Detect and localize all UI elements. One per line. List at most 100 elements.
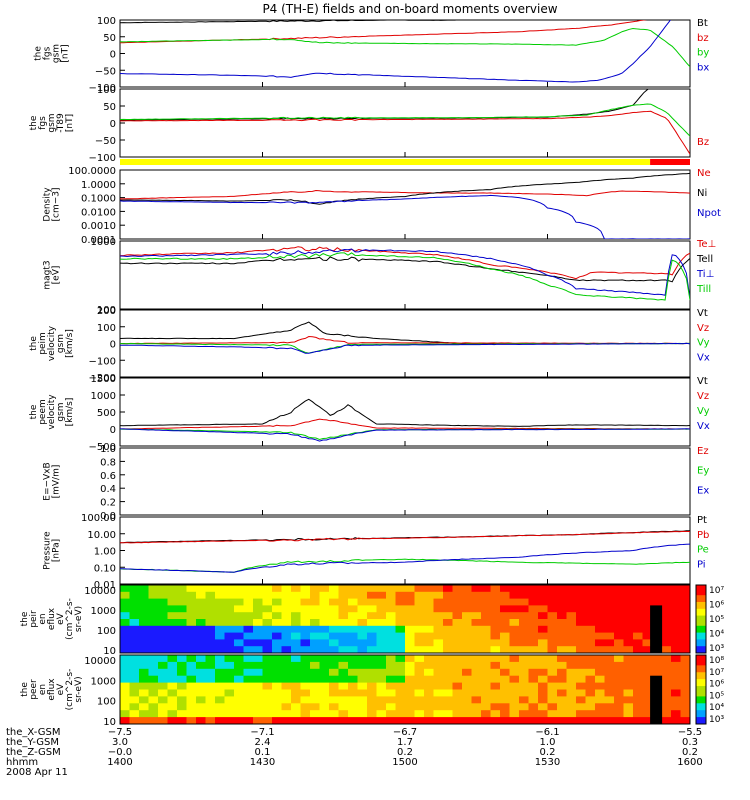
- spectrogram-cell: [291, 696, 301, 704]
- spectrogram-cell: [205, 675, 216, 684]
- spectrogram-cell: [386, 675, 396, 684]
- spectrogram-cell: [500, 710, 510, 718]
- spectrogram-cell: [224, 710, 235, 718]
- spectrogram-cell: [471, 717, 482, 725]
- spectrogram-cell: [338, 703, 349, 711]
- spectrogram-cell: [167, 655, 178, 663]
- spectrogram-cell: [680, 625, 691, 634]
- spectrogram-cell: [566, 689, 577, 697]
- colorbar-tick-label: 10⁷: [709, 668, 724, 678]
- spectrogram-cell: [557, 710, 567, 718]
- spectrogram-cell: [433, 682, 444, 690]
- spectrogram-cell: [348, 632, 358, 640]
- spectrogram-cell: [224, 655, 235, 663]
- y-axis-label-line: the: [34, 46, 44, 61]
- spectrogram-cell: [234, 612, 244, 620]
- spectrogram-cell: [500, 632, 510, 640]
- colorbar-tick-label: 10⁶: [709, 680, 724, 690]
- spectrogram-cell: [623, 598, 634, 606]
- spectrogram-cell: [443, 675, 453, 684]
- legend-label: Bz: [697, 137, 709, 148]
- spectrogram-cell: [120, 585, 130, 593]
- spectrogram-cell: [129, 612, 140, 620]
- spectrogram-cell: [348, 717, 358, 725]
- spectrogram-cell: [509, 605, 520, 613]
- y-tick-label: 0.01: [94, 580, 116, 591]
- spectrogram-cell: [376, 696, 387, 704]
- spectrogram-cell: [623, 689, 634, 697]
- spectrogram-cell: [158, 710, 168, 718]
- spectrogram-cell: [224, 646, 235, 654]
- spectrogram-cell: [376, 703, 387, 711]
- y-tick-label: 0.6: [100, 471, 116, 482]
- spectrogram-cell: [414, 710, 425, 718]
- spectrogram-cell: [243, 585, 254, 593]
- spectrogram-cell: [300, 689, 311, 697]
- y-axis-label-line: [nPa]: [52, 539, 62, 562]
- y-axis-label-line: peem: [38, 399, 48, 425]
- spectrogram-cell: [661, 655, 672, 663]
- spectrogram-cell: [177, 703, 187, 711]
- spectrogram-cell: [585, 710, 596, 718]
- spectrogram-cell: [300, 639, 311, 647]
- spectrogram-cell: [661, 632, 672, 640]
- spectrogram-cell: [224, 689, 235, 697]
- spectrogram-cell: [671, 696, 681, 704]
- spectrogram-cell: [310, 639, 320, 647]
- spectrogram-cell: [177, 710, 187, 718]
- spectrogram-cell: [680, 682, 691, 690]
- spectrogram-cell: [196, 585, 206, 593]
- spectrogram-cell: [196, 668, 206, 677]
- spectrogram-cell: [547, 619, 558, 627]
- spectrogram-cell: [329, 655, 339, 663]
- series-line-Vz: [120, 418, 690, 430]
- spectrogram-cell: [633, 619, 643, 627]
- spectrogram-cell: [367, 605, 377, 613]
- spectrogram-cell: [462, 585, 472, 593]
- spectrogram-cell: [386, 682, 396, 690]
- spectrogram-cell: [414, 585, 425, 593]
- spectrogram-cell: [348, 661, 358, 670]
- spectrogram-cell: [243, 696, 254, 704]
- spectrogram-cell: [395, 585, 406, 593]
- spectrogram-cell: [490, 639, 501, 647]
- spectrogram-cell: [471, 632, 482, 640]
- spectrogram-cell: [490, 703, 501, 711]
- spectrogram-cell: [367, 696, 377, 704]
- spectrogram-cell: [424, 612, 434, 620]
- spectrogram-cell: [661, 625, 672, 634]
- spectrogram-cell: [433, 619, 444, 627]
- spectrogram-cell: [139, 605, 149, 613]
- spectrogram-cell: [139, 585, 149, 593]
- spectrogram-cell: [424, 696, 434, 704]
- spectrogram-cell: [243, 612, 254, 620]
- spectrogram-cell: [509, 717, 520, 725]
- spectrogram-cell: [338, 717, 349, 725]
- spectrogram-cell: [405, 625, 415, 634]
- spectrogram-cell: [528, 646, 539, 654]
- spectrogram-cell: [196, 696, 206, 704]
- spectrogram-cell: [329, 689, 339, 697]
- series-line-Bz: [120, 110, 690, 155]
- spectrogram-cell: [234, 605, 244, 613]
- spectrogram-cell: [139, 668, 149, 677]
- y-tick-label: 0.4: [100, 484, 116, 495]
- spectrogram-cell: [148, 655, 159, 663]
- spectrogram-cell: [414, 682, 425, 690]
- spectrogram-cell: [262, 591, 273, 600]
- spectrogram-cell: [262, 585, 273, 593]
- spectrogram-cell: [623, 612, 634, 620]
- spectrogram-cell: [595, 646, 605, 654]
- spectrogram-cell: [386, 717, 396, 725]
- spectrogram-cell: [452, 696, 463, 704]
- spectrogram-cell: [500, 696, 510, 704]
- spectrogram-cell: [433, 625, 444, 634]
- spectrogram-cell: [538, 682, 548, 690]
- legend-label: Vy: [697, 406, 710, 417]
- spectrogram-cell: [623, 646, 634, 654]
- spectrogram-cell: [272, 710, 282, 718]
- spectrogram-cell: [443, 661, 453, 670]
- spectrogram-cell: [566, 605, 577, 613]
- spectrogram-cell: [671, 668, 681, 677]
